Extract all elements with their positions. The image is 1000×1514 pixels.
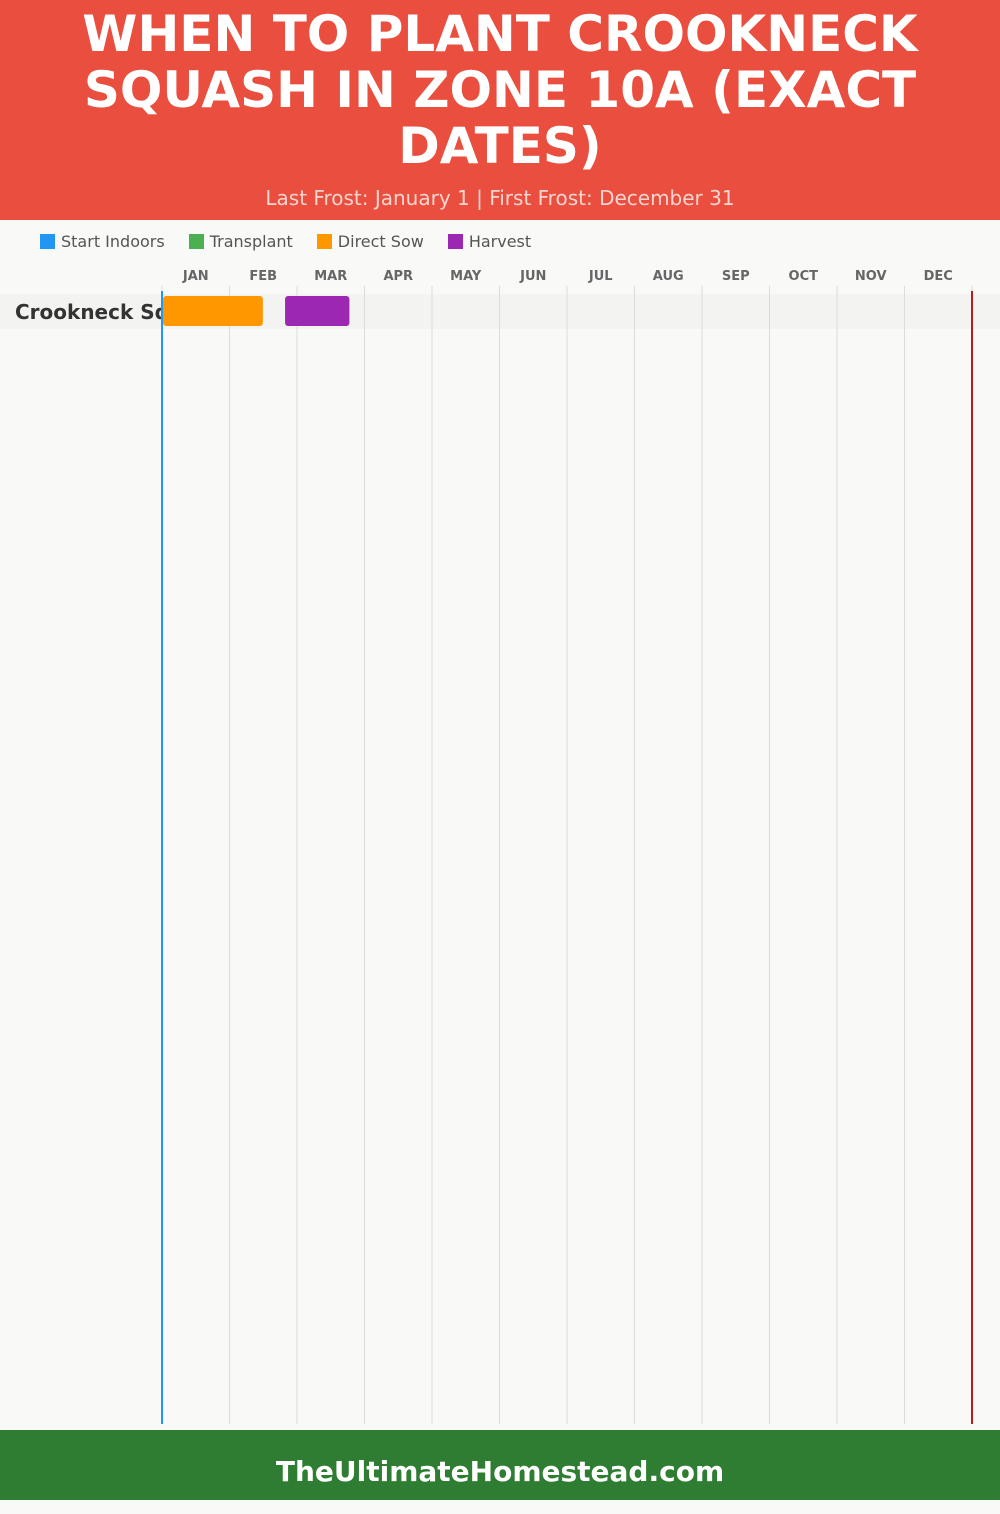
legend-item-harvest: Harvest: [447, 232, 532, 251]
legend-swatch: [316, 234, 332, 249]
footer: TheUltimateHomestead.com: [0, 1430, 1000, 1500]
gantt-chart: JAN FEB MAR APR MAY JUN JUL AUG SEP OCT NOV DEC Croo…: [0, 269, 1000, 1424]
legend-item-start-indoors: Start Indoors: [40, 232, 165, 251]
month-label: AUG: [653, 269, 684, 284]
month-label: MAR: [314, 269, 347, 284]
month-label: APR: [383, 269, 413, 284]
legend-swatch: [447, 234, 463, 249]
month-label: NOV: [855, 269, 887, 284]
month-label: JUL: [588, 269, 613, 284]
month-label: DEC: [924, 269, 953, 284]
legend-label: Harvest: [468, 232, 532, 251]
month-label: MAY: [450, 269, 482, 284]
month-label: OCT: [789, 269, 819, 284]
row-label: Crookneck Squash: [15, 300, 223, 324]
legend-label: Transplant: [209, 232, 293, 251]
legend-label: Direct Sow: [337, 232, 424, 251]
page-subtitle: Last Frost: January 1 | First Frost: Dec…: [265, 186, 735, 210]
month-label: SEP: [722, 269, 750, 284]
bar-direct-sow: [163, 296, 263, 326]
legend-swatch: [40, 234, 55, 249]
page-title: When to Plant Crookneck Squash in Zone 1…: [82, 5, 918, 175]
legend-label: Start Indoors: [61, 232, 165, 251]
legend-item-transplant: Transplant: [188, 232, 293, 251]
legend-swatch: [188, 234, 204, 249]
legend-item-direct-sow: Direct Sow: [316, 232, 424, 251]
header: When to Plant Crookneck Squash in Zone 1…: [0, 0, 1000, 220]
legend: Start Indoors Transplant Direct Sow Harv…: [40, 232, 531, 251]
month-label: FEB: [249, 269, 277, 284]
bar-harvest: [285, 296, 350, 326]
month-label: JUN: [519, 269, 546, 284]
month-label: JAN: [182, 269, 209, 284]
